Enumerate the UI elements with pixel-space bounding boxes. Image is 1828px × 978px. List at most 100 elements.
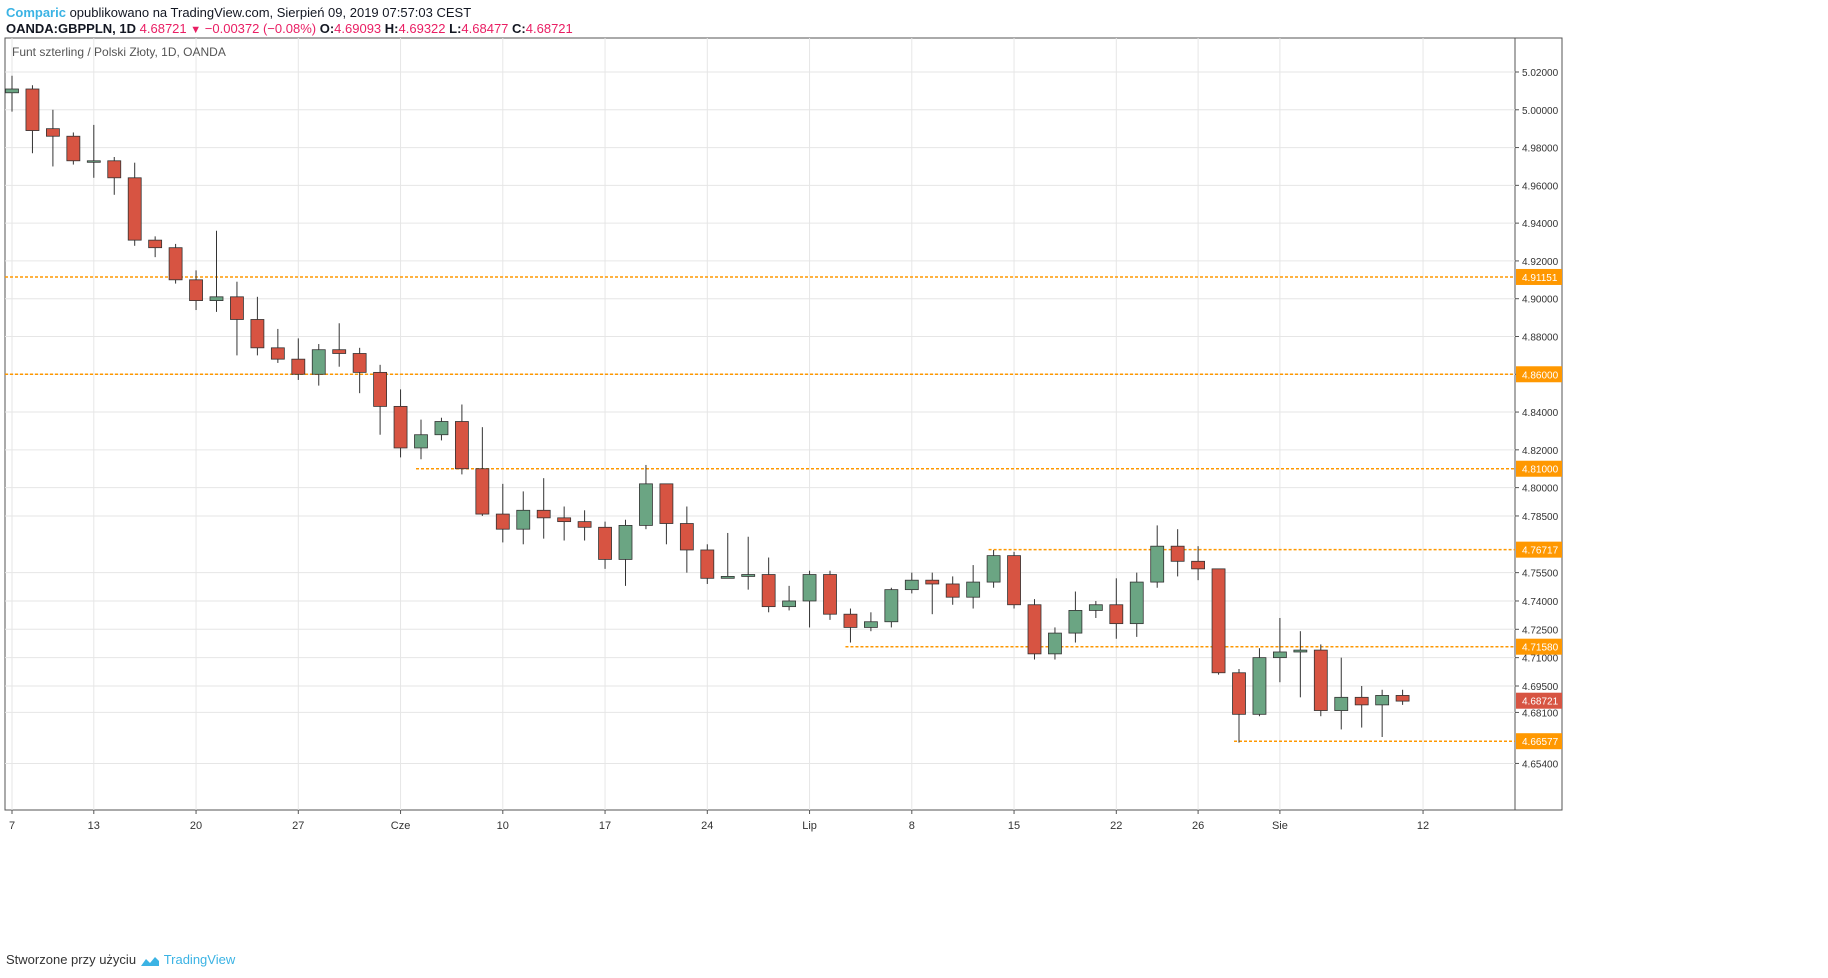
- candle-body: [66, 135, 81, 162]
- open-value: 4.69093: [334, 21, 382, 36]
- level-price-tag: [1516, 541, 1562, 558]
- candle-body: [557, 517, 572, 523]
- footer-brand[interactable]: TradingView: [163, 952, 236, 967]
- candle-body: [1313, 649, 1328, 711]
- price-tick-label: 4.90000: [1522, 295, 1559, 306]
- candle-body: [1191, 560, 1205, 570]
- candle-body: [189, 279, 203, 301]
- candle-body: [1354, 696, 1369, 706]
- candle-body: [618, 525, 633, 560]
- price-tick-label: 4.84000: [1522, 408, 1559, 419]
- price-tick-label: 4.65400: [1522, 759, 1559, 770]
- footer-text: Stworzone przy użyciu: [6, 952, 137, 967]
- candle-body: [1375, 695, 1390, 706]
- price-tick-label: 4.75500: [1522, 569, 1559, 580]
- candle-body: [1395, 695, 1410, 702]
- level-price-label: 4.76717: [1522, 546, 1559, 557]
- price-axis-frame: [1514, 37, 1563, 811]
- candle-body: [495, 513, 510, 530]
- candles: [5, 75, 1410, 743]
- open-label: O:: [319, 21, 335, 36]
- close-value: 4.68721: [525, 21, 573, 36]
- candlestick-chart[interactable]: 5.02000 5.00000 4.98000 4.96000 4.94000 4.920…: [0, 0, 1828, 950]
- price-tick-label: 4.82000: [1522, 446, 1559, 457]
- candle-body: [904, 579, 919, 591]
- price-axis[interactable]: 5.02000 5.00000 4.98000 4.96000 4.94000 4.920…: [1515, 68, 1562, 770]
- candle-body: [393, 405, 408, 449]
- price-tick-label: 4.78500: [1522, 512, 1559, 523]
- candle-body: [352, 353, 367, 373]
- level-price-label: 4.86000: [1522, 370, 1559, 381]
- candle-body: [311, 349, 326, 375]
- level-price-label: 4.66577: [1522, 737, 1559, 748]
- candle-body: [230, 296, 244, 320]
- candle-body: [46, 128, 60, 137]
- last-price-tag: [1516, 692, 1562, 709]
- candle-body: [679, 523, 694, 551]
- candle-body: [1109, 604, 1124, 625]
- candle-body: [884, 589, 899, 623]
- time-tick-label: 13: [88, 820, 100, 832]
- price-tick-label: 4.71000: [1522, 654, 1559, 665]
- time-tick-label: 22: [1110, 820, 1122, 832]
- candle-body: [373, 371, 388, 407]
- price-tick-label: 4.98000: [1522, 144, 1559, 155]
- candle-body: [250, 319, 265, 349]
- candle-body: [720, 576, 735, 579]
- price-tick-label: 4.69500: [1522, 682, 1559, 693]
- candle-body: [1150, 545, 1165, 583]
- candle-body: [966, 581, 981, 598]
- high-label: H:: [384, 21, 399, 36]
- time-tick-label: 26: [1192, 820, 1204, 832]
- candle-body: [986, 555, 1001, 583]
- candle-body: [700, 549, 715, 579]
- level-price-label: 4.91151: [1522, 273, 1558, 284]
- candle-body: [925, 579, 940, 585]
- time-axis[interactable]: 7 13 20 27 Cze 10 17 24 Lip 8 15 22 26 Sie 12: [9, 810, 1429, 832]
- publish-text: opublikowano na TradingView.com, Sierpie…: [65, 5, 472, 20]
- candle-body: [332, 349, 347, 354]
- candle-body: [782, 600, 796, 608]
- time-tick-label: 27: [292, 820, 304, 832]
- candle-body: [127, 177, 142, 241]
- candle-body: [843, 613, 858, 628]
- level-price-label: 4.71580: [1522, 643, 1559, 654]
- time-tick-label: 7: [9, 820, 15, 832]
- price-tick-label: 4.92000: [1522, 257, 1559, 268]
- level-price-tag: [1516, 460, 1562, 477]
- candle-body: [577, 521, 592, 528]
- support-resistance-levels: [5, 276, 1515, 742]
- time-tick-label: 12: [1417, 820, 1429, 832]
- time-tick-label: 10: [497, 820, 509, 832]
- candle-body: [1007, 555, 1021, 606]
- candle-body: [270, 347, 285, 360]
- candle-body: [168, 247, 183, 281]
- candle-body: [475, 468, 490, 515]
- candle-body: [536, 509, 551, 519]
- candle-body: [148, 239, 163, 249]
- candle-body: [414, 434, 428, 449]
- candle-body: [1170, 545, 1185, 562]
- footer: Stworzone przy użyciu TradingView: [6, 952, 235, 967]
- down-arrow-icon: ▼: [190, 24, 202, 36]
- level-price-tag: [1516, 733, 1562, 750]
- time-tick-label: Lip: [802, 820, 817, 832]
- time-tick-label: Cze: [391, 820, 411, 832]
- price-tick-label: 4.68100: [1522, 708, 1559, 719]
- candle-body: [945, 583, 960, 598]
- candle-body: [291, 358, 306, 375]
- time-tick-label: 24: [701, 820, 713, 832]
- publish-info: Comparic opublikowano na TradingView.com…: [6, 4, 471, 21]
- candle-body: [659, 483, 674, 524]
- plot-frame: [4, 37, 1516, 811]
- candle-body: [434, 421, 449, 436]
- candle-body: [864, 621, 878, 628]
- time-tick-label: 20: [190, 820, 202, 832]
- candle-body: [761, 574, 776, 608]
- low-label: L:: [449, 21, 462, 36]
- price-tick-label: 4.94000: [1522, 219, 1559, 230]
- level-price-tag: [1516, 366, 1562, 383]
- candle-body: [1211, 568, 1226, 674]
- author-name[interactable]: Comparic: [6, 5, 66, 20]
- price-tick-label: 4.72500: [1522, 625, 1559, 636]
